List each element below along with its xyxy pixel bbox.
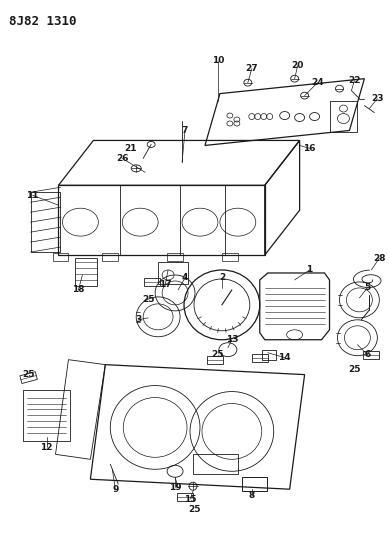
Bar	[167, 253, 183, 261]
Text: 14: 14	[279, 353, 291, 362]
Text: 4: 4	[182, 273, 188, 282]
Bar	[242, 477, 267, 491]
Text: 23: 23	[371, 94, 384, 103]
Text: 25: 25	[348, 365, 361, 374]
Text: 2: 2	[219, 273, 225, 282]
Text: 1: 1	[307, 265, 313, 274]
Text: 19: 19	[169, 483, 181, 492]
Text: 25: 25	[189, 505, 201, 514]
Bar	[158, 262, 188, 284]
Text: 12: 12	[40, 443, 53, 452]
Text: 22: 22	[348, 76, 361, 85]
Bar	[329, 101, 357, 133]
Text: 8J82 1310: 8J82 1310	[9, 15, 76, 28]
Bar	[262, 350, 276, 360]
Text: 17: 17	[159, 280, 172, 289]
Bar	[75, 258, 97, 286]
Text: 6: 6	[364, 350, 370, 359]
Text: 20: 20	[291, 61, 304, 70]
Bar	[23, 390, 70, 441]
Text: 26: 26	[116, 154, 128, 163]
Text: 24: 24	[311, 78, 324, 87]
Text: 21: 21	[124, 144, 137, 153]
Text: 10: 10	[212, 56, 224, 65]
Bar	[53, 253, 68, 261]
Text: 25: 25	[142, 295, 154, 304]
Text: 9: 9	[112, 484, 119, 494]
Text: 25: 25	[22, 370, 35, 379]
Bar	[222, 253, 238, 261]
Text: 15: 15	[184, 495, 196, 504]
Text: 28: 28	[373, 254, 385, 263]
Bar	[102, 253, 118, 261]
Text: 18: 18	[72, 285, 85, 294]
Text: 27: 27	[245, 64, 258, 73]
Bar	[193, 454, 238, 474]
Text: 11: 11	[26, 191, 39, 200]
Text: 7: 7	[182, 126, 188, 135]
Text: 13: 13	[226, 335, 238, 344]
Text: 3: 3	[135, 316, 141, 324]
Text: 16: 16	[303, 144, 316, 153]
Text: 25: 25	[212, 350, 224, 359]
Text: 8: 8	[249, 491, 255, 499]
Text: 5: 5	[364, 284, 370, 293]
